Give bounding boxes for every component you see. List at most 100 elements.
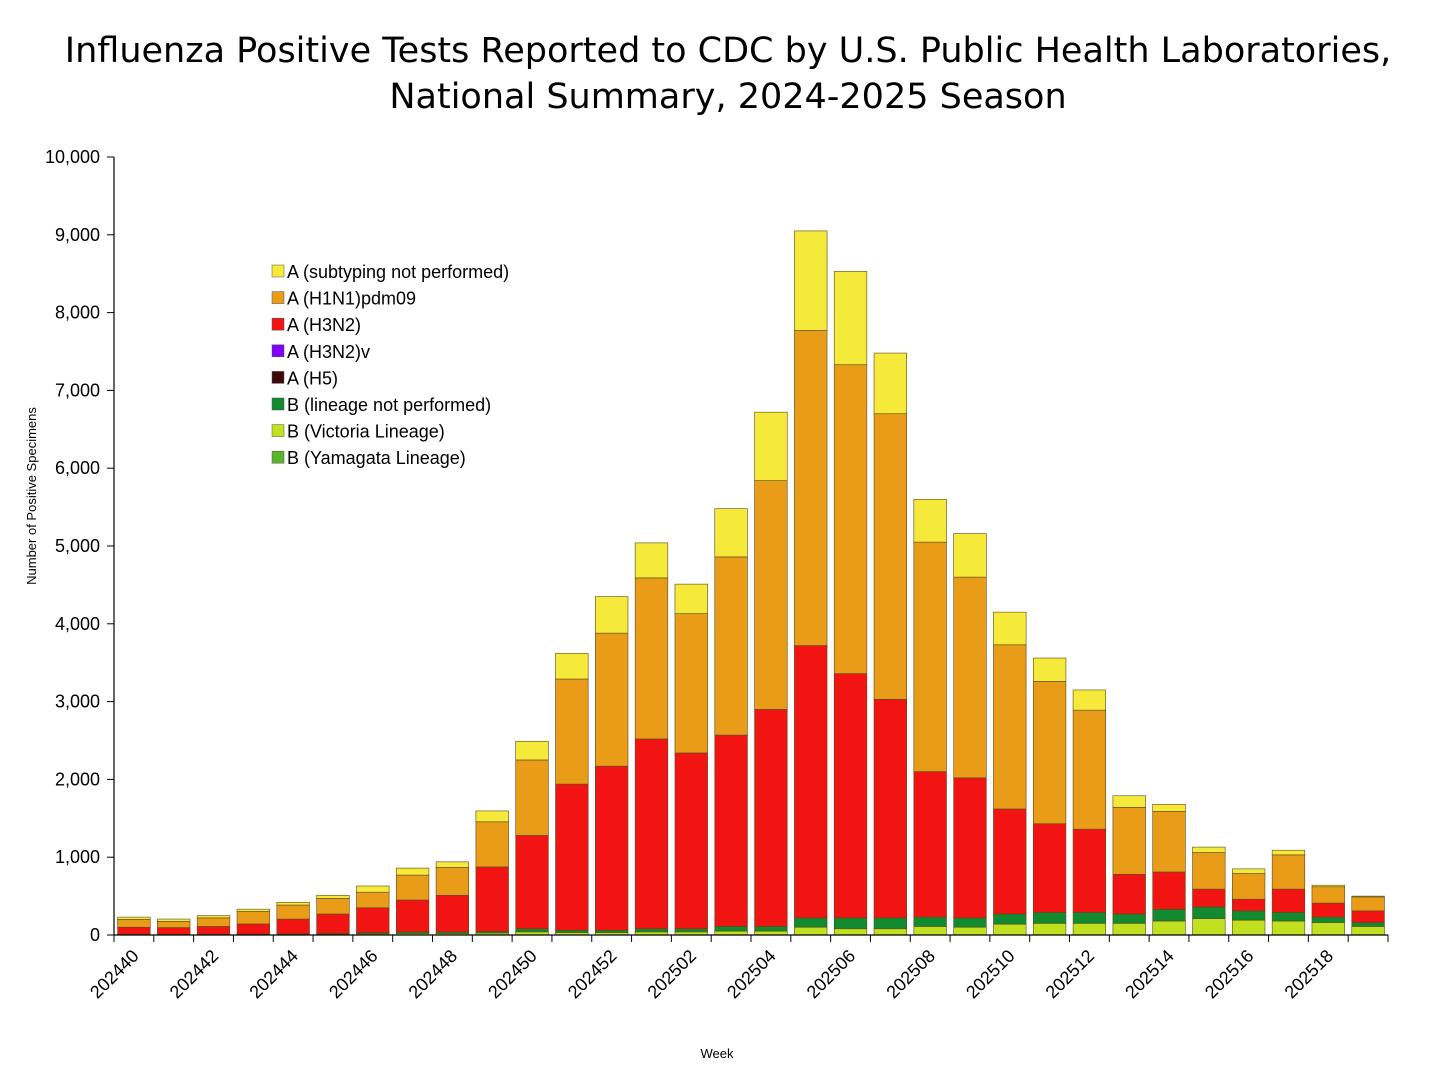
bar-202505-series-5 (794, 645, 828, 919)
bar-202446-series-6 (356, 891, 390, 909)
legend-label: A (H3N2)v (287, 342, 370, 362)
bar-202508-series-1 (913, 926, 947, 936)
bar-202511-series-7 (1032, 657, 1067, 682)
bar-202452-series-5 (595, 765, 629, 931)
bar-202502-series-5 (674, 752, 708, 930)
bar-202503-series-5 (714, 734, 748, 927)
legend-label: B (Yamagata Lineage) (287, 448, 466, 468)
bar-202502-series-7 (674, 583, 708, 614)
axes-layer (107, 156, 1389, 942)
bar-202440-series-5 (117, 926, 151, 935)
y-tick-label: 3,000 (55, 692, 100, 712)
legend-label: A (H1N1)pdm09 (287, 289, 416, 309)
y-tick-label: 8,000 (55, 303, 100, 323)
bar-202445-series-6 (316, 898, 350, 915)
bar-202519-series-6 (1351, 896, 1385, 912)
x-tick-label: 202504 (723, 946, 780, 1003)
bar-202510-series-6 (993, 644, 1027, 810)
bar-202514-series-1 (1152, 920, 1186, 936)
bar-202448-series-5 (435, 895, 470, 933)
bar-202442-series-7 (196, 915, 231, 919)
bar-202513-series-2 (1112, 913, 1146, 924)
bar-202507-series-7 (873, 352, 907, 415)
bar-202450-series-5 (515, 835, 549, 930)
bar-202503-series-2 (714, 926, 748, 932)
bar-202447-series-7 (395, 867, 430, 876)
bar-202448-series-7 (435, 861, 470, 868)
bar-202501-series-5 (634, 738, 669, 930)
bar-202514-series-7 (1152, 803, 1186, 812)
bar-202505-series-7 (794, 230, 828, 331)
bar-202518-series-7 (1311, 884, 1345, 888)
bar-202519-series-1 (1351, 926, 1385, 936)
bar-202508-series-5 (913, 771, 947, 918)
bar-202510-series-5 (993, 808, 1027, 915)
bar-202507-series-2 (873, 917, 907, 930)
bar-202445-series-7 (316, 895, 350, 899)
y-tick-label: 0 (90, 925, 100, 945)
bar-202516-series-1 (1232, 919, 1266, 936)
bar-202444-series-6 (276, 904, 310, 920)
bar-202446-series-7 (356, 885, 390, 893)
bar-202501-series-6 (634, 577, 669, 740)
bar-202514-series-6 (1152, 810, 1186, 873)
bar-202501-series-7 (634, 542, 669, 579)
legend-swatch (271, 397, 285, 411)
x-tick-label: 202444 (245, 946, 302, 1003)
bar-202518-series-1 (1311, 922, 1345, 936)
bar-202450-series-7 (515, 740, 549, 761)
bar-202518-series-6 (1311, 886, 1345, 904)
bar-202444-series-5 (276, 918, 310, 935)
bar-202450-series-6 (515, 759, 549, 836)
bar-202440-series-7 (117, 916, 151, 920)
x-tick-label: 202518 (1281, 946, 1338, 1003)
bar-202450-series-2 (515, 928, 549, 933)
legend-label: A (H5) (287, 368, 338, 388)
bar-202505-series-1 (794, 926, 828, 936)
bar-202513-series-1 (1112, 923, 1146, 936)
bar-202501-series-2 (634, 928, 669, 933)
bar-202512-series-6 (1072, 709, 1107, 830)
x-tick-label: 202446 (325, 946, 382, 1003)
bar-202517-series-5 (1271, 888, 1306, 913)
bar-202516-series-2 (1232, 910, 1266, 921)
bar-202517-series-6 (1271, 854, 1306, 890)
bar-202504-series-2 (754, 926, 788, 932)
x-tick-label: 202502 (644, 946, 701, 1003)
bar-202503-series-7 (714, 508, 748, 558)
y-tick-label: 4,000 (55, 614, 100, 634)
y-tick-labels: 0 1,000 2,000 3,000 4,000 5,000 6,000 7,000 8,00… (45, 147, 100, 945)
bar-202507-series-1 (873, 928, 907, 936)
y-tick-label: 7,000 (55, 380, 100, 400)
bar-202443-series-5 (236, 923, 270, 935)
bar-202447-series-6 (395, 874, 430, 901)
bar-202516-series-7 (1232, 868, 1266, 874)
bar-202452-series-7 (595, 596, 629, 634)
bar-202504-series-7 (754, 411, 788, 481)
legend-swatch (271, 264, 285, 278)
bar-202451-series-5 (555, 783, 589, 931)
x-tick-label: 202514 (1121, 946, 1178, 1003)
legend-swatch (271, 317, 285, 331)
x-tick-label: 202516 (1201, 946, 1258, 1003)
bar-202511-series-1 (1032, 923, 1067, 936)
bar-202512-series-1 (1072, 923, 1107, 936)
bar-202511-series-6 (1032, 681, 1067, 825)
bar-202502-series-2 (674, 928, 708, 933)
bar-202516-series-5 (1232, 898, 1266, 912)
bar-202515-series-1 (1192, 918, 1226, 936)
bars-layer (117, 230, 1385, 936)
bar-202448-series-6 (435, 867, 470, 896)
bar-202502-series-6 (674, 613, 708, 754)
bar-202512-series-2 (1072, 912, 1107, 924)
y-axis-label: Number of Positive Specimens (24, 407, 39, 585)
bar-202506-series-2 (833, 917, 868, 930)
y-tick-label: 10,000 (45, 147, 100, 167)
bar-202503-series-6 (714, 556, 748, 736)
legend-swatch (271, 450, 285, 464)
bar-202504-series-6 (754, 480, 788, 710)
bar-202516-series-6 (1232, 873, 1266, 900)
bar-202442-series-6 (196, 917, 231, 927)
y-tick-label: 1,000 (55, 847, 100, 867)
